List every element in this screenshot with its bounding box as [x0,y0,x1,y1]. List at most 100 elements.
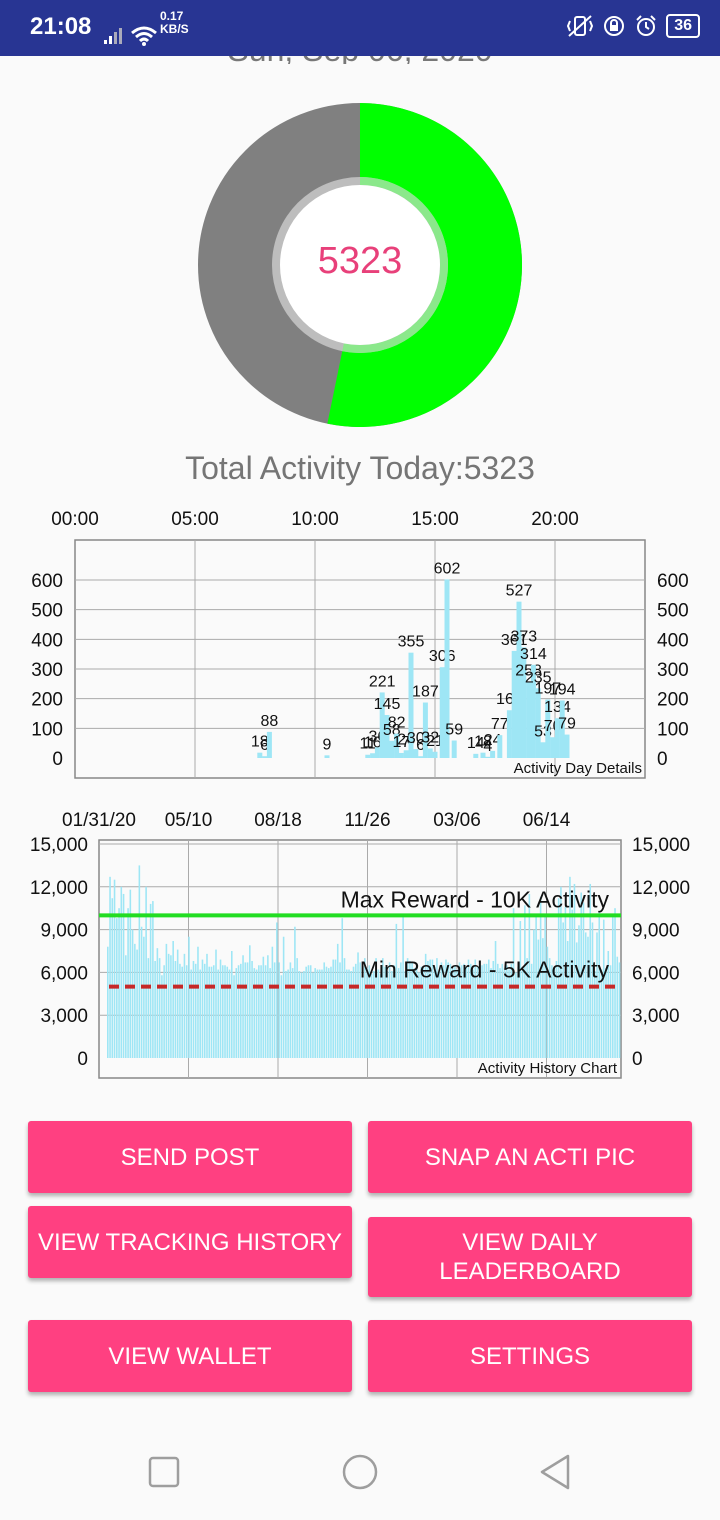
history-bar [373,970,375,1058]
day-bar-label: 30 [407,730,425,747]
history-bar [327,968,330,1058]
history-bar [316,969,319,1058]
day-bar [506,710,512,758]
view-tracking-history-button[interactable]: VIEW TRACKING HISTORY [28,1206,352,1278]
history-bar [542,938,544,1058]
settings-button[interactable]: SETTINGS [368,1320,692,1392]
day-bar-label: 79 [558,716,576,733]
history-y-tick-left: 12,000 [30,878,88,899]
day-bar-label: 6 [260,737,269,754]
history-bar [354,963,357,1058]
history-y-tick-right: 12,000 [632,878,690,899]
history-bar [551,965,553,1058]
day-bar-label: 235 [525,669,552,686]
history-bar [303,970,305,1058]
history-bar [382,958,384,1058]
day-bar [444,579,450,758]
history-bar [386,970,389,1058]
day-bar [550,737,556,758]
day-bar-label: 314 [520,646,547,663]
history-bar [573,883,576,1058]
home-icon[interactable] [338,1450,382,1494]
min-reward-label: Min Reward - 5K Activity [360,957,610,983]
battery-icon: 36 [666,14,700,38]
history-y-tick-left: 6,000 [40,963,88,984]
history-bar [278,962,280,1058]
history-bar [318,969,321,1058]
history-bar [206,953,208,1058]
wifi-icon [131,26,157,46]
status-bar: 21:08 0.17 KB/S 36 [0,0,720,56]
day-bar-label: 21 [426,733,444,750]
history-bar [246,962,249,1058]
history-bar [445,959,447,1058]
history-bar [219,959,222,1058]
history-bar [609,965,612,1058]
history-bar [165,943,168,1058]
history-bar [352,966,355,1058]
history-bar [397,968,400,1058]
history-bar [546,946,549,1058]
history-chart-frame [98,839,622,1079]
history-bar [404,970,407,1058]
activity-day-chart: 0 0 100 100 200 200 300 300 400 400 500 500 600 600 00… [31,509,689,779]
history-bar [368,965,371,1058]
recents-icon[interactable] [144,1452,184,1492]
view-daily-leaderboard-button[interactable]: VIEW DAILY LEADERBOARD [368,1217,692,1297]
history-bar [472,969,474,1058]
net-speed: 0.17 KB/S [160,10,189,36]
history-bar [149,903,152,1058]
history-bar [564,906,567,1058]
history-bar [591,922,594,1058]
history-bar [458,962,461,1058]
history-bar [454,965,456,1058]
history-bar [163,965,165,1058]
history-bar [596,932,598,1058]
history-bar [589,883,592,1058]
history-bar [436,958,438,1058]
day-bar [540,742,546,758]
day-bar [545,699,551,758]
history-bar [424,953,427,1058]
history-bar [411,962,413,1058]
history-bar [249,945,251,1058]
back-icon[interactable] [536,1452,576,1492]
send-post-button[interactable]: SEND POST [28,1121,352,1193]
history-bar [273,962,276,1058]
snap-pic-button[interactable]: SNAP AN ACTI PIC [368,1121,692,1193]
history-bar [156,948,159,1058]
day-bar-label: 24 [484,732,502,749]
history-bar [188,936,190,1058]
day-bar [413,749,419,758]
day-bar [398,752,404,758]
view-wallet-button[interactable]: VIEW WALLET [28,1320,352,1392]
history-bar [140,926,143,1058]
history-bar [537,939,540,1058]
day-bar [262,756,268,758]
history-bar [593,970,596,1058]
day-x-tick: 10:00 [291,509,339,530]
day-bar [384,714,390,758]
day-y-tick-right: 300 [657,660,689,681]
history-bar [343,958,346,1058]
history-bar [364,958,366,1058]
history-bar [125,955,127,1058]
history-bar [152,901,154,1058]
signal-icon [104,28,122,44]
history-bar [332,959,335,1058]
history-y-tick-right: 6,000 [632,963,680,984]
history-x-tick: 05/10 [165,810,213,831]
day-bar-label: 9 [323,736,332,753]
day-bar [473,753,479,758]
day-x-tick: 00:00 [51,509,99,530]
history-bar [560,886,562,1058]
day-y-tick-left: 100 [31,719,63,740]
donut-center [280,185,440,345]
history-bar [113,879,116,1058]
day-bar-label: 18 [251,734,269,751]
history-bar [192,960,195,1058]
history-bar [240,963,242,1058]
history-y-tick-left: 3,000 [40,1006,88,1027]
history-bar [578,925,580,1058]
history-bar [262,956,265,1058]
